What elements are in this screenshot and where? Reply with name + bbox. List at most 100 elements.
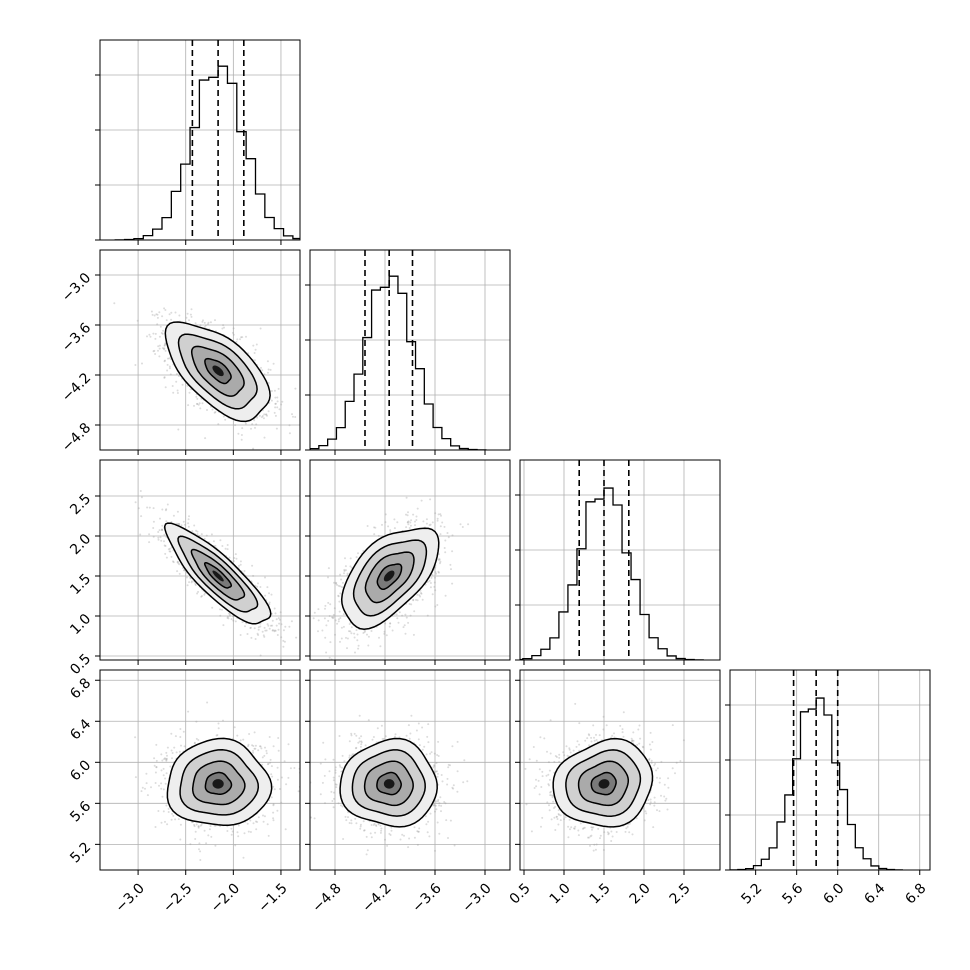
sample-point [367,635,370,638]
sample-point [237,432,240,435]
sample-point [254,426,256,429]
sample-point [274,629,277,632]
sample-point [401,614,404,617]
sample-point [259,654,262,657]
sample-point [274,402,277,405]
sample-point [190,315,193,318]
sample-point [214,544,217,547]
sample-point [267,624,270,627]
sample-point [156,313,159,316]
sample-point [329,603,332,606]
sample-point [343,570,346,572]
sample-point [152,350,155,353]
sample-point [226,548,229,551]
sample-point [278,408,281,411]
sample-point [263,413,266,416]
sample-point [363,631,366,634]
sample-point [209,321,212,324]
sample-point [163,360,166,363]
sample-point [385,634,388,637]
sample-point [429,523,432,526]
sample-point [159,536,162,539]
sample-point [280,403,283,406]
sample-point [158,311,161,314]
sample-point [170,318,173,321]
sample-point [339,592,342,595]
sample-point [367,644,370,647]
sample-point [269,624,272,627]
sample-point [233,557,236,559]
sample-point [232,327,235,330]
y-tick-label: −3.6 [59,320,94,355]
sample-point [434,571,437,574]
contour-line-0 [203,562,233,589]
sample-point [416,507,419,510]
sample-point [419,595,422,598]
sample-point [283,640,286,643]
sample-point [232,615,234,618]
sample-point [139,490,142,492]
sample-point [134,364,137,366]
sample-point [195,529,198,532]
sample-point [355,556,358,559]
sample-point [403,624,406,627]
sample-point [161,315,164,318]
sample-point [170,555,173,558]
sample-point [219,614,222,617]
sample-point [324,607,326,610]
sample-point [204,324,207,327]
sample-point [275,624,278,627]
sample-point [239,563,242,566]
sample-point [201,402,204,405]
sample-point [136,319,139,322]
sample-point [140,515,143,518]
sample-point [409,524,412,527]
sample-point [191,530,194,533]
sample-point [408,527,411,529]
sample-point [221,608,223,611]
sample-point [264,594,267,597]
sample-point [157,538,160,541]
sample-point [177,428,180,431]
sample-point [264,629,267,632]
sample-point [378,636,380,639]
sample-point [282,639,285,642]
sample-point [383,632,386,635]
sample-point [415,519,418,521]
sample-point [251,423,254,426]
sample-point [182,520,185,523]
sample-point [292,415,294,418]
sample-point [431,593,434,596]
sample-point [167,357,169,360]
sample-point [420,592,423,595]
sample-point [245,622,248,625]
sample-point [277,387,280,390]
sample-point [201,320,204,323]
sample-point [168,547,171,550]
sample-point [259,625,262,628]
sample-point [251,564,254,567]
sample-point [294,416,297,418]
sample-point [188,391,191,394]
sample-point [409,614,412,617]
sample-point [273,629,276,632]
sample-point [397,621,400,624]
sample-point [172,560,174,563]
sample-point [362,632,365,634]
sample-point [194,322,197,325]
sample-point [387,525,390,528]
sample-point [325,651,328,654]
sample-point [177,523,180,526]
sample-point [152,535,155,538]
sample-point [161,332,164,335]
sample-point [389,529,392,532]
sample-point [416,593,419,596]
sample-point [168,367,171,370]
sample-point [176,561,179,564]
sample-point [257,634,260,636]
sample-point [176,389,179,392]
sample-point [262,417,265,420]
sample-point [261,630,264,633]
sample-point [396,521,399,524]
sample-point [254,638,257,640]
